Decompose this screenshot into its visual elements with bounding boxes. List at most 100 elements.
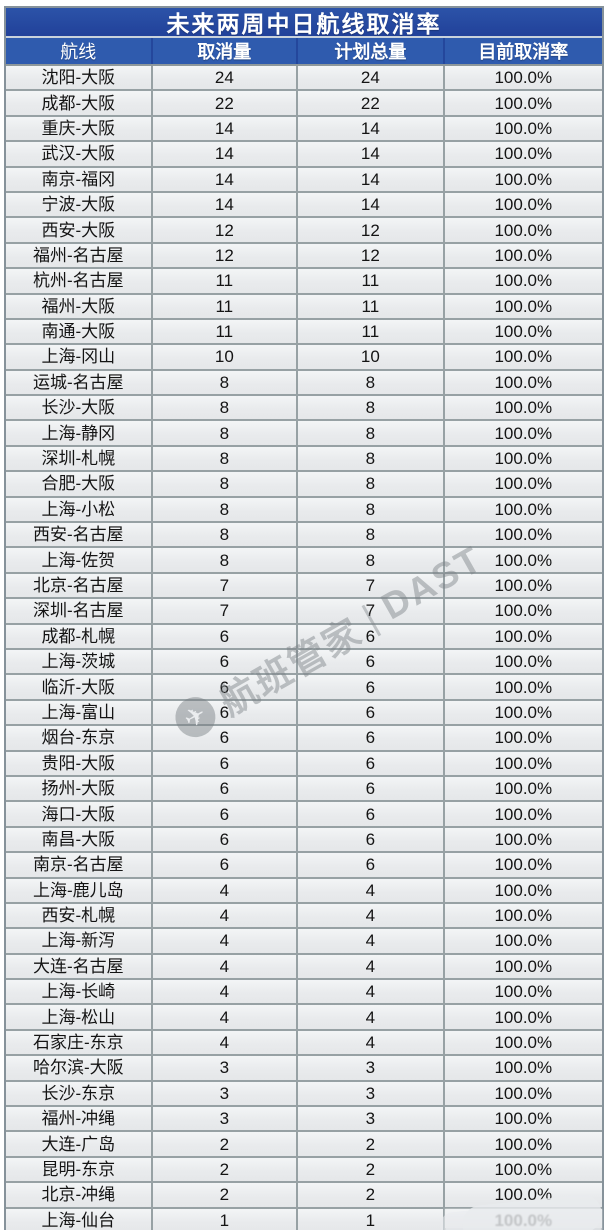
planned-count-cell: 11 (298, 269, 445, 293)
table-row: 海口-大阪 6 6 100.0% (6, 802, 602, 828)
table-row: 南京-福冈 14 14 100.0% (6, 167, 602, 193)
column-header-cancelled: 取消量 (153, 38, 299, 64)
cancel-rate-cell: 100.0% (444, 1030, 602, 1055)
planned-count-cell: 6 (298, 853, 445, 877)
planned-count-cell: 12 (298, 243, 445, 268)
route-cell: 长沙-东京 (6, 1081, 153, 1106)
route-cell: 西安-札幌 (6, 903, 153, 928)
cancelled-count-cell: 8 (152, 396, 299, 420)
planned-count-cell: 1 (298, 1208, 445, 1230)
route-cell: 哈尔滨-大阪 (6, 1056, 153, 1080)
route-cell: 上海-松山 (6, 1005, 153, 1029)
planned-count-cell: 2 (298, 1132, 445, 1156)
planned-count-cell: 6 (298, 726, 445, 750)
planned-count-cell: 8 (298, 497, 445, 522)
cancelled-count-cell: 8 (152, 472, 299, 496)
cancelled-count-cell: 8 (152, 548, 299, 572)
cancel-rate-cell: 100.0% (444, 472, 602, 496)
planned-count-cell: 6 (298, 700, 445, 725)
cancel-rate-cell: 100.0% (444, 700, 602, 725)
planned-count-cell: 8 (298, 421, 445, 445)
planned-count-cell: 8 (298, 446, 445, 471)
cancel-rate-cell: 100.0% (444, 167, 602, 191)
table-row: 成都-札幌 6 6 100.0% (6, 624, 602, 650)
table-row: 杭州-名古屋 11 11 100.0% (6, 269, 602, 295)
table-row: 宁波-大阪 14 14 100.0% (6, 192, 602, 219)
cancelled-count-cell: 14 (152, 116, 299, 141)
planned-count-cell: 4 (298, 878, 445, 902)
route-cell: 成都-大阪 (6, 91, 153, 115)
cancelled-count-cell: 11 (152, 294, 299, 318)
cancelled-count-cell: 4 (152, 980, 299, 1004)
route-cell: 北京-冲绳 (6, 1183, 153, 1207)
table-row: 上海-富山 6 6 100.0% (6, 700, 602, 727)
table-row: 南京-名古屋 6 6 100.0% (6, 853, 602, 879)
table-row: 南昌-大阪 6 6 100.0% (6, 827, 602, 854)
route-cell: 上海-长崎 (6, 980, 153, 1004)
planned-count-cell: 6 (298, 776, 445, 801)
planned-count-cell: 6 (298, 649, 445, 674)
column-header-route: 航线 (6, 38, 153, 64)
planned-count-cell: 4 (298, 954, 445, 979)
cancel-rate-cell: 100.0% (444, 523, 602, 547)
planned-count-cell: 8 (298, 523, 445, 547)
planned-count-cell: 4 (298, 903, 445, 928)
cancelled-count-cell: 14 (152, 167, 299, 191)
planned-count-cell: 4 (298, 929, 445, 953)
cancel-rate-cell: 100.0% (444, 751, 602, 775)
table-row: 深圳-札幌 8 8 100.0% (6, 446, 602, 473)
table-row: 南通-大阪 11 11 100.0% (6, 319, 602, 346)
route-cell: 上海-富山 (6, 700, 153, 725)
route-cell: 上海-静冈 (6, 421, 153, 445)
cancel-rate-cell: 100.0% (444, 802, 602, 826)
route-cell: 深圳-名古屋 (6, 599, 153, 623)
route-cell: 沈阳-大阪 (6, 66, 153, 90)
cancelled-count-cell: 4 (152, 1030, 299, 1055)
cancel-rate-cell: 100.0% (444, 116, 602, 141)
table-row: 沈阳-大阪 24 24 100.0% (6, 66, 602, 92)
cancel-rate-cell: 100.0% (444, 1056, 602, 1080)
cancelled-count-cell: 6 (152, 675, 299, 699)
cancelled-count-cell: 22 (152, 91, 299, 115)
cancelled-count-cell: 6 (152, 853, 299, 877)
route-cell: 昆明-东京 (6, 1157, 153, 1182)
table-row: 哈尔滨-大阪 3 3 100.0% (6, 1056, 602, 1082)
route-cell: 上海-鹿儿岛 (6, 878, 153, 902)
cancel-rate-cell: 100.0% (444, 142, 602, 166)
table-row: 福州-大阪 11 11 100.0% (6, 294, 602, 320)
table-row: 运城-名古屋 8 8 100.0% (6, 370, 602, 397)
route-cell: 北京-名古屋 (6, 573, 153, 598)
cancel-rate-cell: 100.0% (444, 624, 602, 648)
route-cell: 南通-大阪 (6, 319, 153, 344)
planned-count-cell: 7 (298, 573, 445, 598)
table-row: 上海-松山 4 4 100.0% (6, 1005, 602, 1031)
planned-count-cell: 3 (298, 1107, 445, 1131)
route-cell: 福州-名古屋 (6, 243, 153, 268)
cancel-rate-cell: 100.0% (444, 269, 602, 293)
cancel-rate-cell: 100.0% (444, 1157, 602, 1182)
cancel-rate-cell: 100.0% (444, 497, 602, 522)
cancel-rate-cell: 100.0% (444, 446, 602, 471)
cancelled-count-cell: 24 (152, 66, 299, 90)
planned-count-cell: 6 (298, 802, 445, 826)
route-cell: 深圳-札幌 (6, 446, 153, 471)
table-row: 长沙-东京 3 3 100.0% (6, 1081, 602, 1108)
planned-count-cell: 22 (298, 91, 445, 115)
planned-count-cell: 8 (298, 370, 445, 395)
planned-count-cell: 2 (298, 1183, 445, 1207)
cancel-rate-cell: 100.0% (444, 1183, 602, 1207)
cancelled-count-cell: 6 (152, 726, 299, 750)
cancelled-count-cell: 2 (152, 1157, 299, 1182)
table-row: 武汉-大阪 14 14 100.0% (6, 142, 602, 168)
planned-count-cell: 6 (298, 675, 445, 699)
table-header-row: 航线 取消量 计划总量 目前取消率 (6, 38, 602, 66)
table-row: 上海-茨城 6 6 100.0% (6, 649, 602, 676)
cancelled-count-cell: 1 (152, 1208, 299, 1230)
cancelled-count-cell: 6 (152, 802, 299, 826)
route-cell: 上海-茨城 (6, 649, 153, 674)
planned-count-cell: 2 (298, 1157, 445, 1182)
route-cell: 运城-名古屋 (6, 370, 153, 395)
column-header-cancel-rate: 目前取消率 (478, 42, 569, 62)
cancelled-count-cell: 8 (152, 446, 299, 471)
route-cell: 福州-冲绳 (6, 1107, 153, 1131)
